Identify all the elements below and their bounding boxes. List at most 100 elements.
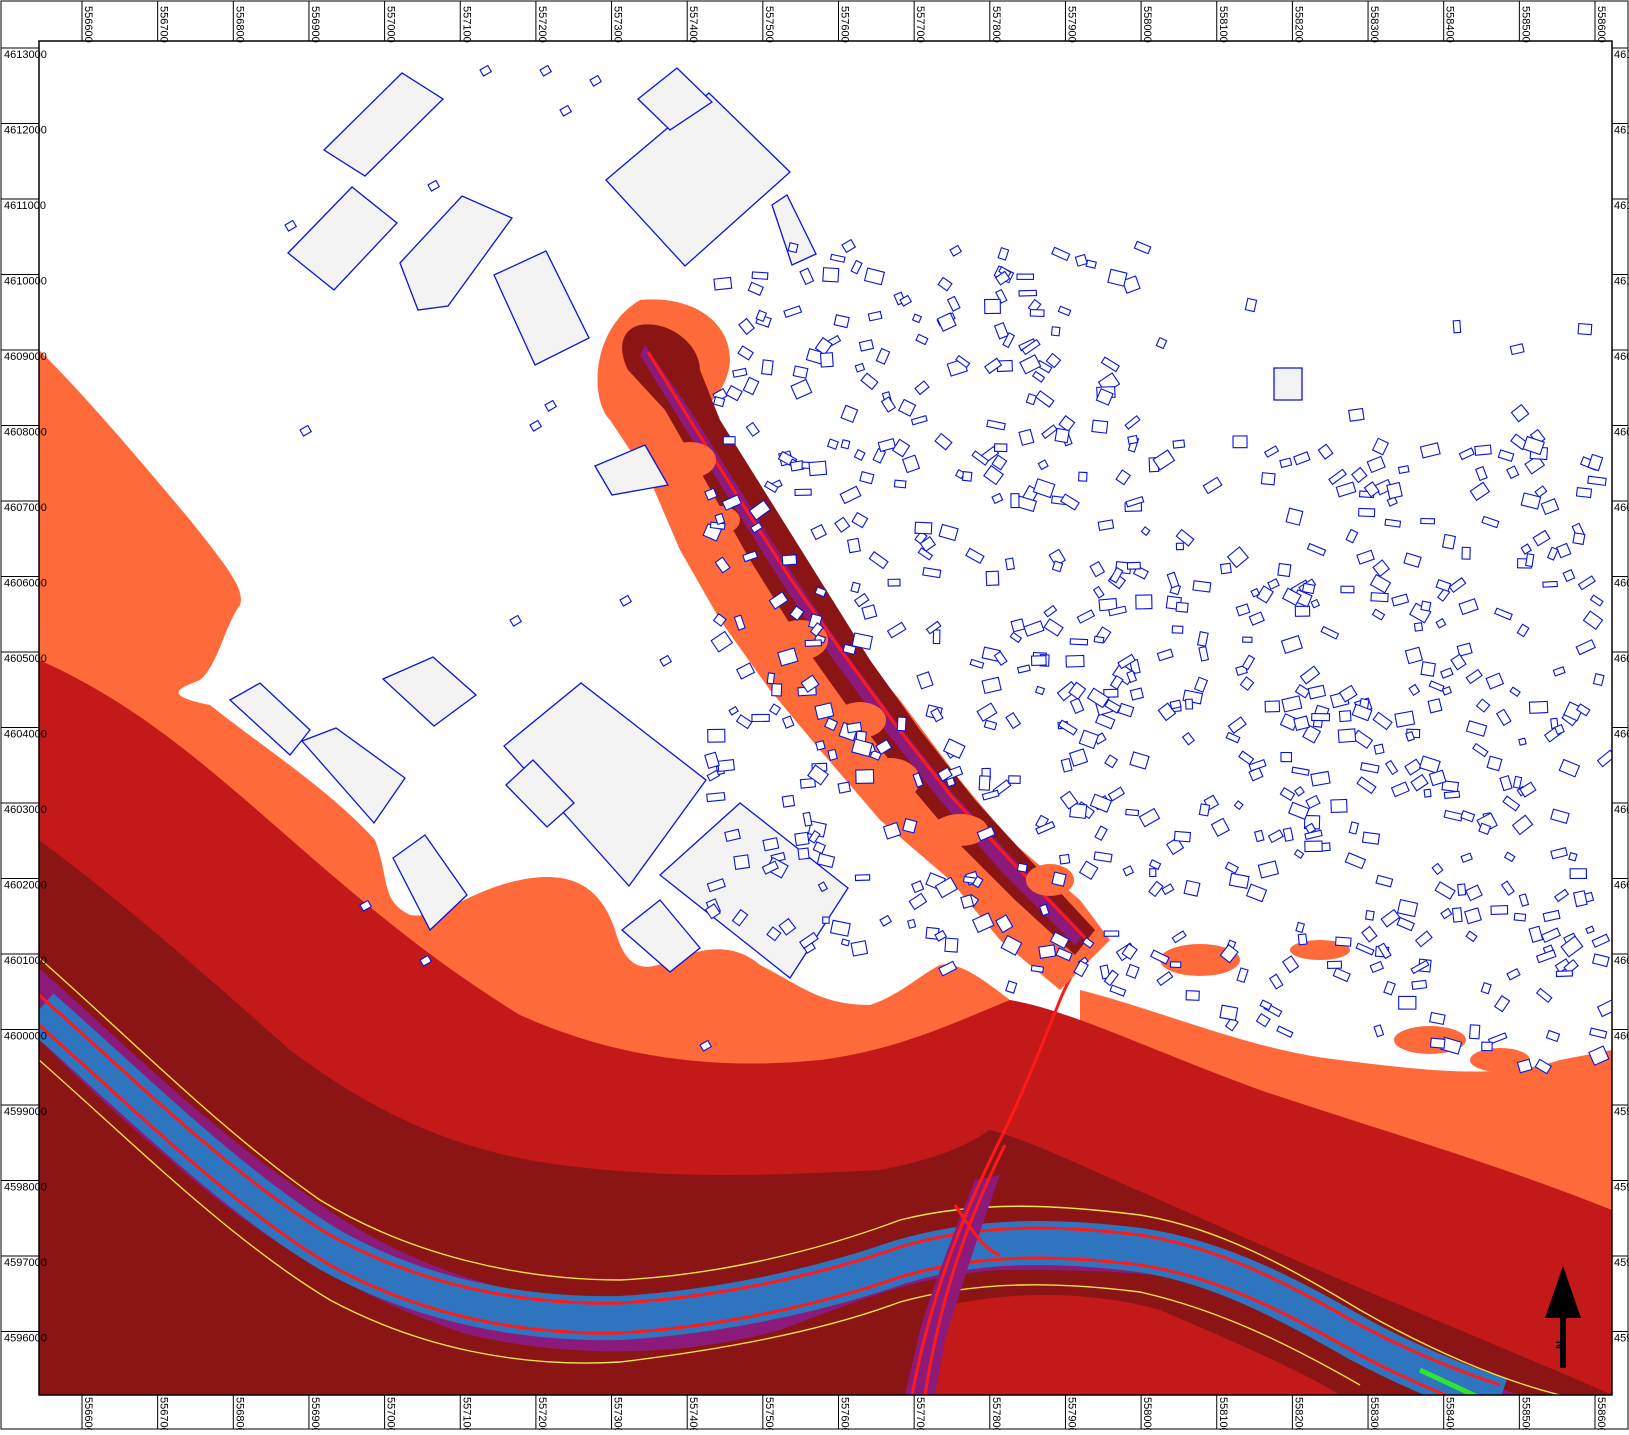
building-footprint [1078, 471, 1088, 482]
building-footprint [802, 811, 813, 827]
building-footprint [1016, 664, 1031, 674]
building-footprint [799, 267, 815, 286]
building-footprint [1068, 748, 1089, 767]
building-footprint [879, 914, 893, 927]
building-footprint [1030, 655, 1047, 666]
street-zone-purple [640, 345, 1085, 945]
x-axis-label-bottom: 558600 [1595, 1397, 1607, 1430]
building-footprint [1304, 840, 1323, 853]
x-axis-label-bottom: 558100 [1217, 1397, 1229, 1430]
map-frame [38, 40, 1613, 1396]
building-footprint [1198, 803, 1211, 817]
building-footprint [1138, 807, 1161, 828]
building-footprint [916, 671, 934, 690]
building-footprint [1307, 684, 1327, 700]
building-footprint [1091, 419, 1109, 434]
building-footprint [1043, 604, 1058, 618]
building-footprint [1345, 528, 1359, 544]
building-footprint [1175, 601, 1189, 613]
building-footprint [1076, 609, 1096, 624]
y-axis-label-right: 4606000 [1614, 578, 1629, 590]
building-footprint [993, 443, 1008, 453]
building-footprint [1175, 542, 1184, 551]
building-footprint [1242, 636, 1253, 643]
building-footprint [1413, 622, 1424, 632]
building-footprint [981, 789, 1000, 801]
building-footprint [1285, 507, 1304, 526]
building-footprint [877, 437, 897, 453]
road-lane-south [39, 1023, 1450, 1395]
building-footprint [1518, 893, 1530, 907]
building-footprint [725, 384, 743, 402]
building-footprint [1228, 872, 1250, 889]
building-footprint [539, 64, 553, 77]
building-footprint [1279, 457, 1293, 469]
building-footprint [1373, 1024, 1385, 1038]
building-footprint [938, 960, 958, 977]
building-footprint [781, 554, 798, 566]
building-footprint [839, 485, 862, 505]
building-footprint [949, 244, 963, 257]
building-footprint [1073, 960, 1089, 978]
building-footprint [1133, 240, 1152, 255]
building-footprint [917, 547, 934, 561]
building-footprint [1587, 475, 1607, 486]
x-axis-label-bottom: 556900 [309, 1397, 321, 1430]
building-footprint [1198, 645, 1210, 662]
building-footprint [942, 738, 966, 759]
building-footprint [1009, 631, 1023, 644]
building-footprint [1193, 676, 1209, 693]
building-footprint [1528, 700, 1549, 714]
x-axis-label-bottom: 557700 [914, 1397, 926, 1430]
building-footprint [1305, 794, 1321, 809]
building-footprint [1268, 973, 1284, 990]
x-axis-label-top: 558200 [1292, 6, 1304, 43]
building-footprint [706, 791, 726, 803]
building-footprint [875, 738, 893, 755]
building-footprint [809, 622, 824, 637]
building-footprint [1474, 444, 1492, 456]
building-footprint [1085, 259, 1097, 269]
building-footprint [766, 672, 776, 685]
building-footprint [1030, 964, 1045, 973]
building-footprint [1294, 605, 1311, 617]
building-footprint [840, 404, 859, 424]
building-footprint [908, 892, 928, 911]
y-axis-label-right: 4599000 [1614, 1106, 1629, 1118]
building-footprint [745, 421, 760, 437]
building-footprint [1414, 930, 1433, 948]
building-footprint [1377, 942, 1392, 960]
y-axis-label-left: 4603000 [4, 804, 47, 816]
building-footprint [1495, 708, 1512, 727]
north-arrow: N [1545, 1266, 1581, 1368]
building-footprint [1004, 557, 1016, 571]
building-footprint [1534, 1058, 1552, 1075]
building-footprint [1074, 253, 1088, 267]
building-footprint [1540, 927, 1562, 944]
building-footprint [1023, 620, 1045, 637]
building-footprint [807, 764, 830, 786]
building-footprint [981, 676, 1002, 695]
building-footprint [1035, 820, 1056, 835]
building-footprint [1156, 648, 1174, 662]
building-footprint [1254, 829, 1265, 843]
building-footprint [1371, 437, 1390, 456]
building-footprint [1057, 719, 1078, 736]
building-footprint [1100, 356, 1120, 373]
x-axis-label-bottom: 557300 [612, 1397, 624, 1430]
x-axis-label-top: 557600 [839, 6, 851, 43]
building-footprint [937, 766, 953, 782]
x-axis-label-bottom: 557200 [536, 1397, 548, 1430]
building-footprint [1410, 959, 1430, 975]
building-footprint [925, 620, 942, 635]
building-footprint [1370, 592, 1389, 603]
y-axis-label-right: 4608000 [1614, 427, 1629, 439]
y-axis-label-right: 4605000 [1614, 653, 1629, 665]
building-footprint [1419, 442, 1441, 459]
building-footprint [1054, 427, 1070, 444]
building-footprint [781, 715, 795, 729]
building-footprint [1058, 853, 1071, 865]
building-footprint [1550, 808, 1570, 824]
building-footprint [1185, 698, 1194, 710]
